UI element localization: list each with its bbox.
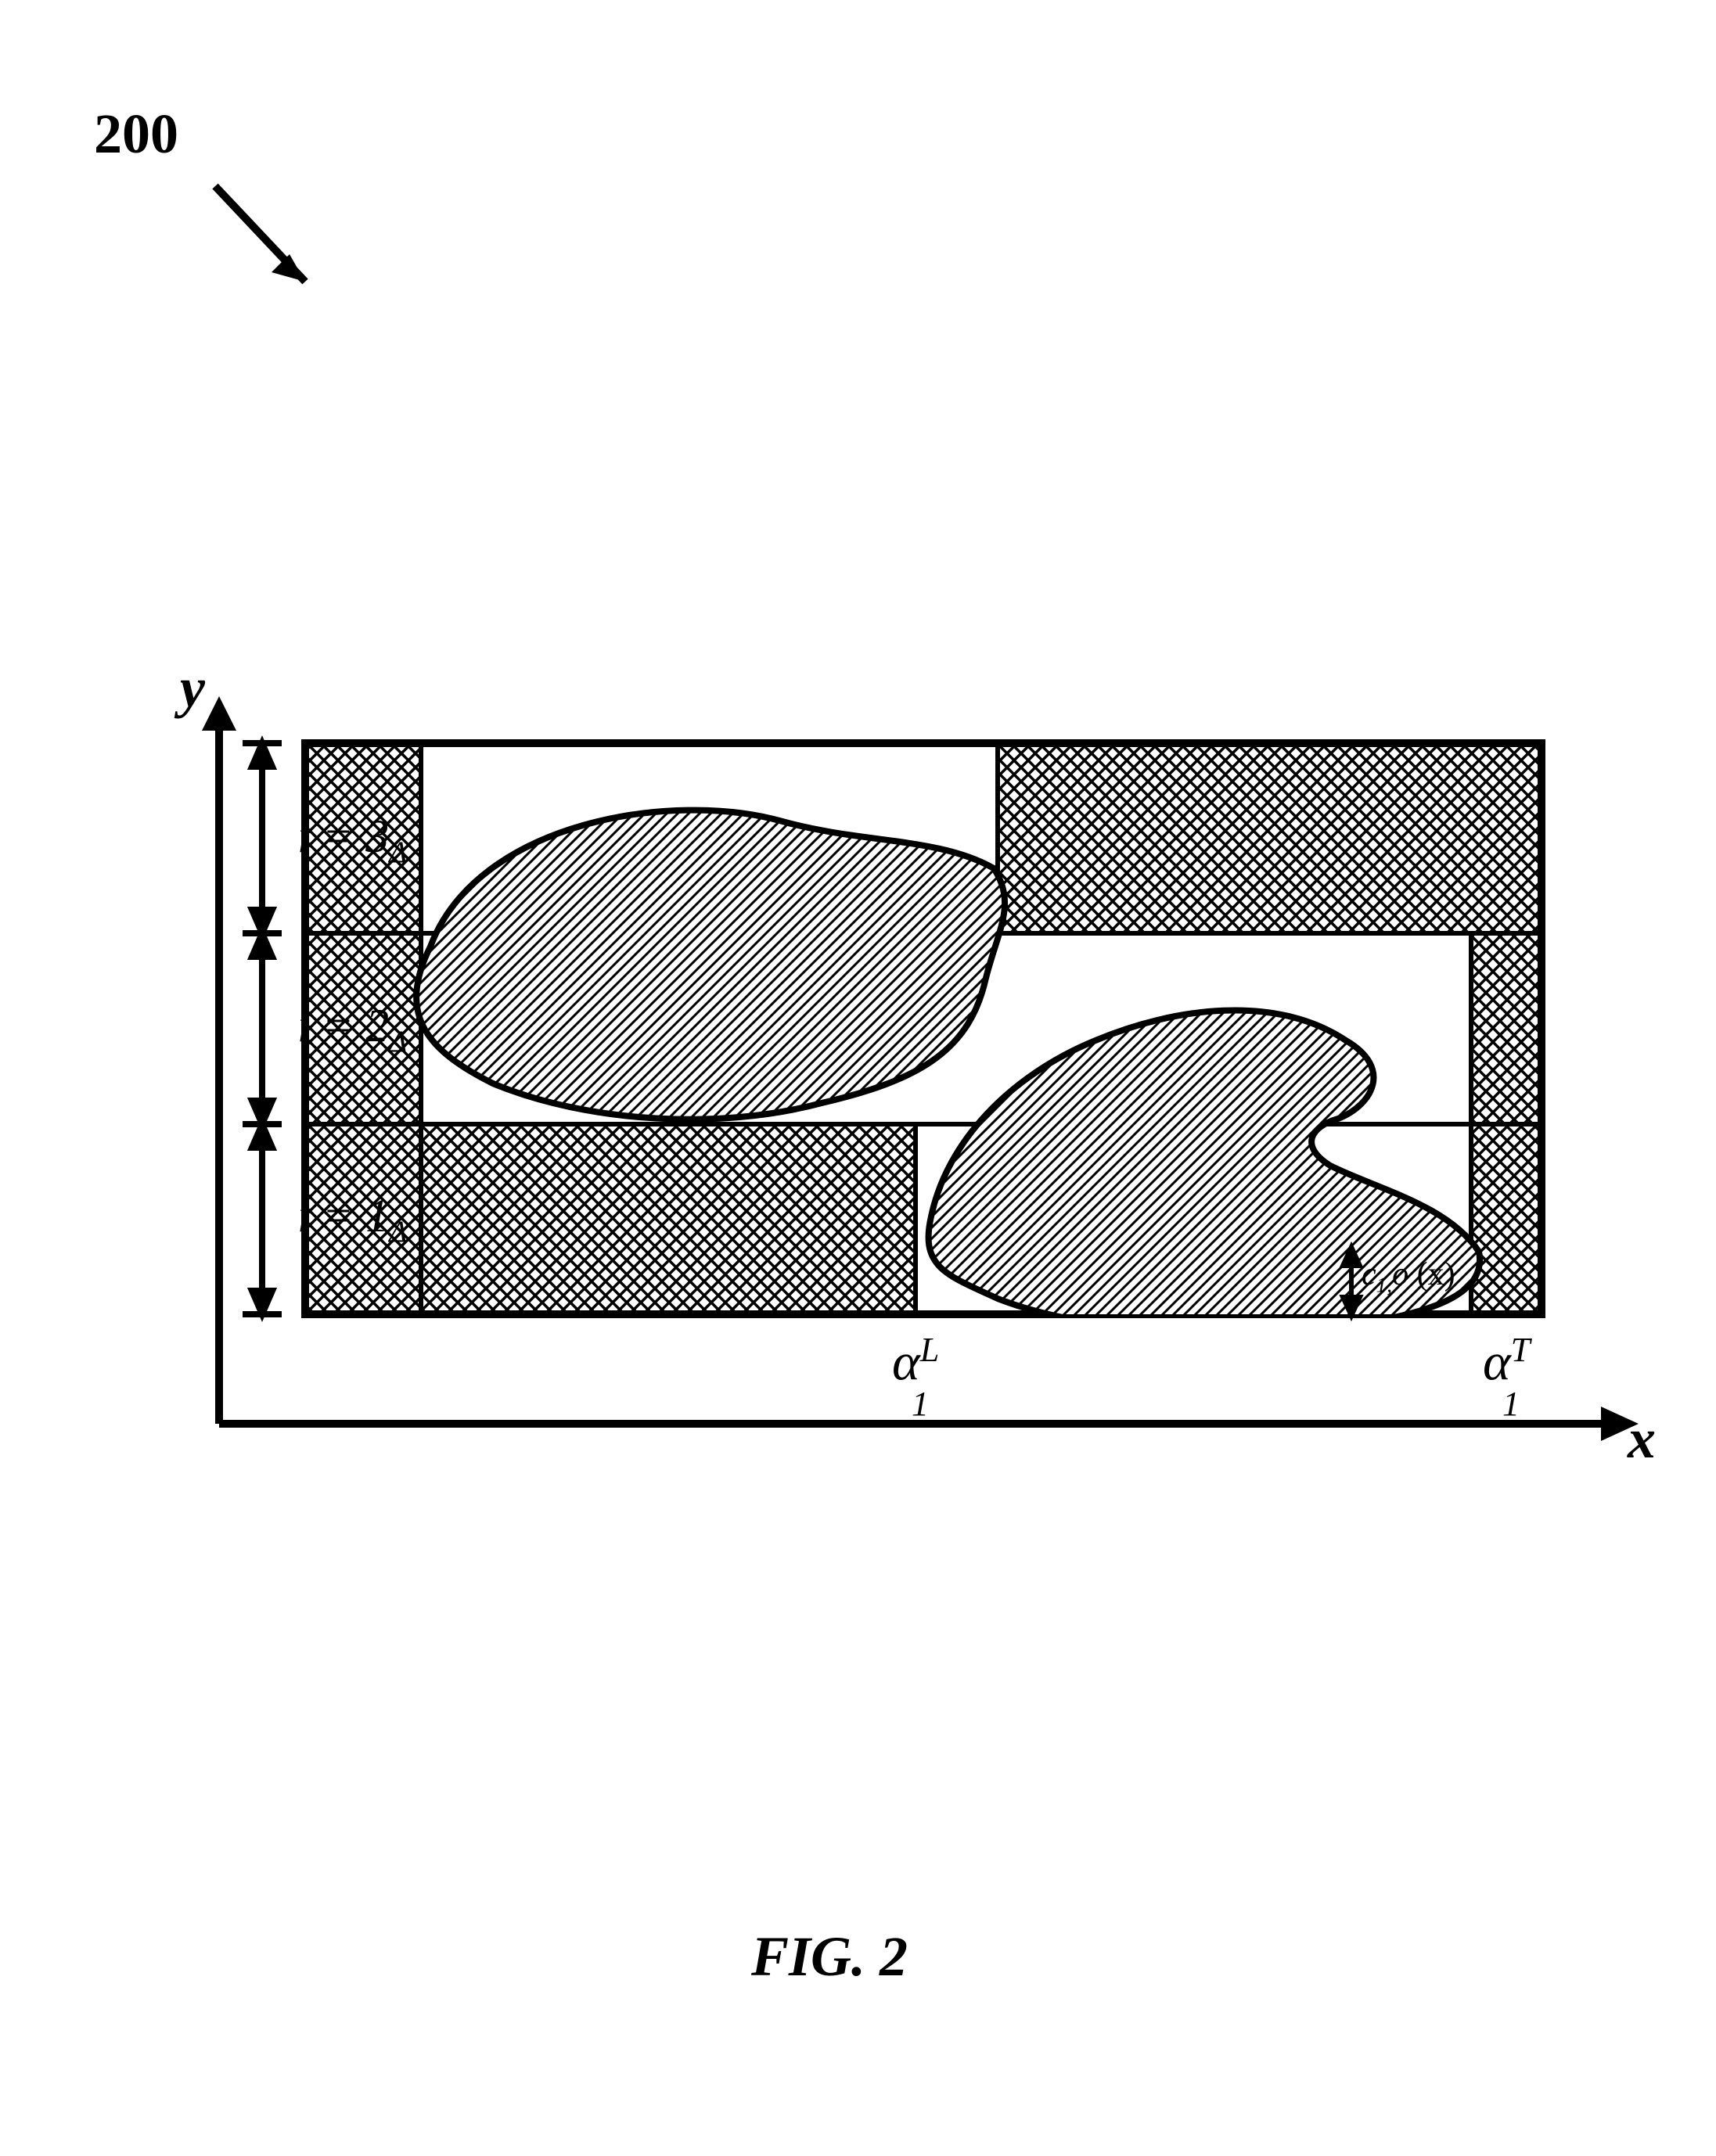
y-axis-label-text: y — [180, 656, 205, 719]
region-2-text: i = 2 — [297, 1000, 389, 1051]
pointer-arrow — [0, 0, 391, 391]
x-axis-label: x — [1628, 1407, 1656, 1471]
region-label-3: i = 3Δ — [297, 810, 407, 870]
region-label-2: i = 2Δ — [297, 999, 407, 1059]
c-pre: c — [1362, 1256, 1376, 1292]
region-1-sub: Δ — [389, 1215, 407, 1249]
alpha-T-sym: α — [1483, 1332, 1511, 1392]
y-brackets — [243, 743, 282, 1314]
figure-caption-text: FIG. 2 — [751, 1925, 908, 1988]
alpha-L-sym: α — [892, 1332, 920, 1392]
alpha-T-sub: 1 — [1502, 1385, 1520, 1423]
alpha-T-sup: T — [1511, 1331, 1531, 1369]
region-3-text: i = 3 — [297, 810, 389, 862]
region-3-sub: Δ — [389, 835, 407, 869]
y-axis-label: y — [180, 656, 205, 720]
alpha-T-label: αT 1 — [1483, 1330, 1530, 1461]
alpha-L-label: αL 1 — [892, 1330, 939, 1461]
c-sub: 1, — [1376, 1273, 1392, 1296]
c-post: (x) — [1408, 1256, 1455, 1292]
alpha-L-sub: 1 — [912, 1385, 929, 1423]
region-2-sub: Δ — [389, 1025, 407, 1058]
c-label: c1,o (x) — [1362, 1256, 1455, 1297]
c-mid: o — [1392, 1256, 1408, 1292]
region-label-1: i = 1Δ — [297, 1189, 407, 1249]
figure-caption: FIG. 2 — [751, 1924, 908, 1989]
alpha-L-sup: L — [920, 1331, 940, 1369]
x-axis-label-text: x — [1628, 1407, 1656, 1470]
region-1-text: i = 1 — [297, 1190, 389, 1241]
